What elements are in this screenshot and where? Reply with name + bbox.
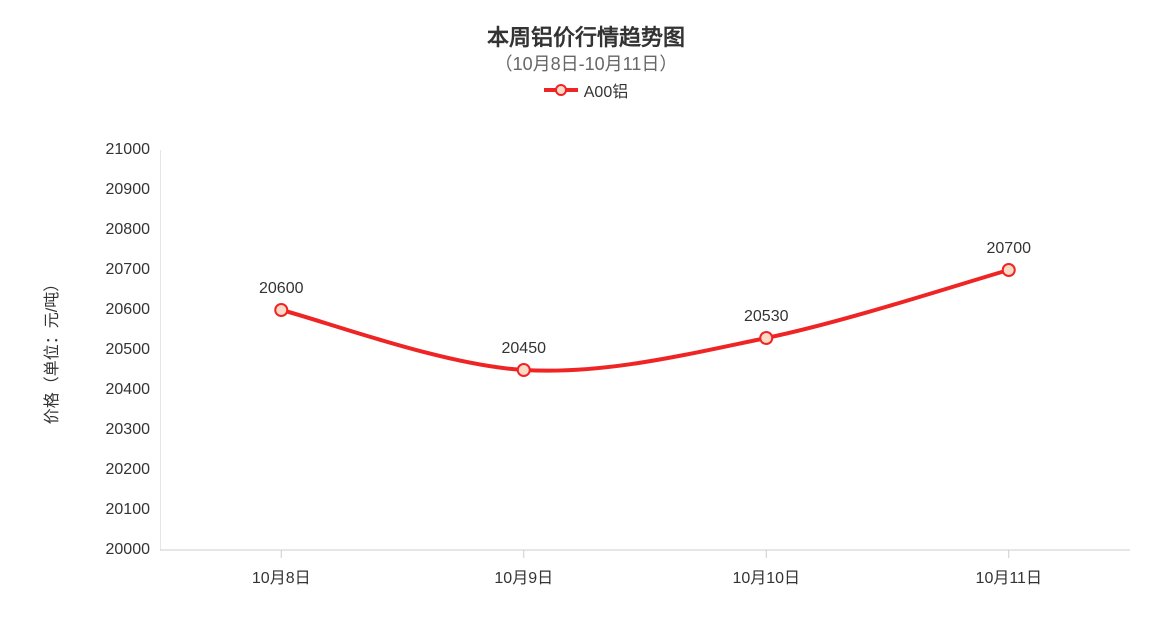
chart-container: 本周铝价行情趋势图 （10月8日-10月11日） A00铝 价格（单位：元/吨）… [0, 0, 1172, 644]
y-tick-label: 20800 [106, 221, 151, 239]
chart-title: 本周铝价行情趋势图 [0, 20, 1172, 52]
y-axis-title: 价格（单位：元/吨） [38, 276, 62, 424]
chart-legend: A00铝 [0, 78, 1172, 102]
y-tick-label: 21000 [106, 141, 151, 159]
y-tick-label: 20500 [106, 341, 151, 359]
plot-area [160, 150, 1130, 580]
chart-subtitle: （10月8日-10月11日） [0, 50, 1172, 76]
y-tick-label: 20200 [106, 461, 151, 479]
y-tick-label: 20600 [106, 301, 151, 319]
y-tick-label: 20100 [106, 501, 151, 519]
y-tick-label: 20700 [106, 261, 151, 279]
legend-marker [544, 83, 578, 97]
y-tick-label: 20900 [106, 181, 151, 199]
y-tick-label: 20400 [106, 381, 151, 399]
y-tick-label: 20000 [106, 541, 151, 559]
legend-label: A00铝 [584, 78, 628, 102]
y-tick-label: 20300 [106, 421, 151, 439]
